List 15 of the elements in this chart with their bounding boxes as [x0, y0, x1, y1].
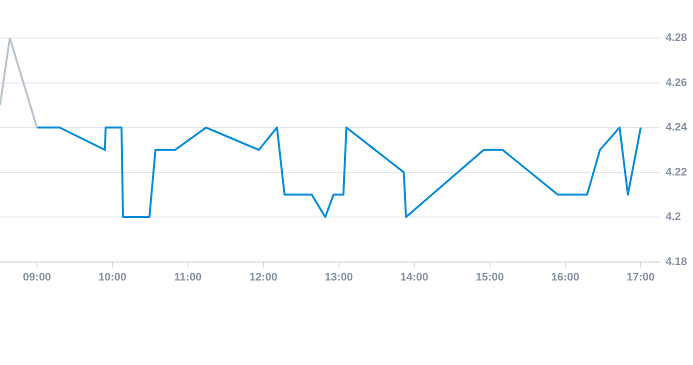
- y-tick-label: 4.22: [666, 166, 688, 178]
- y-tick-label: 4.18: [666, 256, 688, 268]
- y-tick-label: 4.2: [666, 211, 681, 224]
- y-tick-label: 4.28: [666, 32, 688, 44]
- x-tick-label: 10:00: [98, 271, 127, 284]
- x-tick-label: 12:00: [249, 271, 278, 284]
- y-tick-label: 4.24: [666, 122, 688, 134]
- y-tick-label: 4.26: [666, 76, 688, 89]
- x-tick-label: 17:00: [626, 271, 655, 284]
- x-tick-label: 16:00: [551, 271, 580, 284]
- x-tick-label: 09:00: [22, 271, 52, 284]
- x-tick-label: 13:00: [324, 271, 353, 284]
- x-tick-label: 14:00: [400, 271, 428, 284]
- x-tick-label: 15:00: [476, 271, 504, 284]
- x-tick-label: 11:00: [174, 271, 202, 284]
